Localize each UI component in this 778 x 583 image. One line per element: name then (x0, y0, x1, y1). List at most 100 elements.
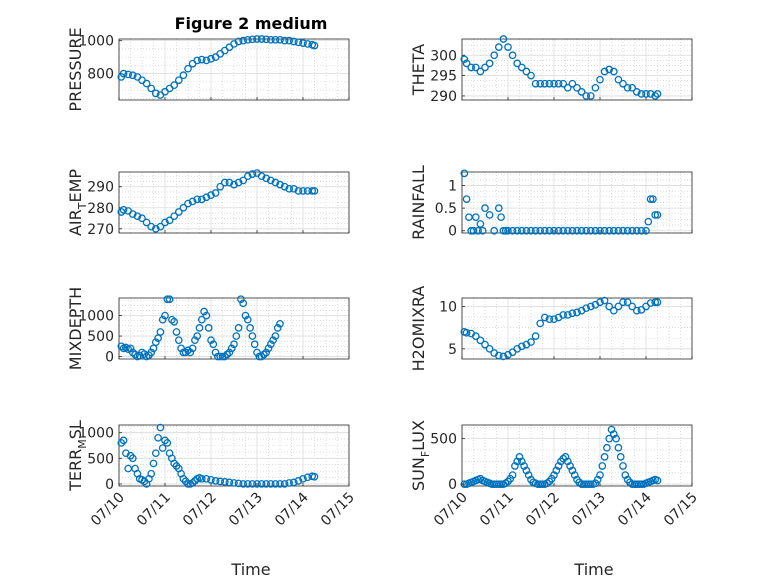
axes-h2omixra: 5 10 H2OMIXRA (409, 286, 693, 372)
data-point (294, 38, 303, 47)
data-point (513, 226, 522, 235)
axes-frame (461, 171, 693, 234)
axes-frame (461, 297, 693, 360)
data-point (490, 51, 499, 60)
y-tick-label: 0 (105, 477, 114, 493)
y-tick-label: 290 (430, 89, 457, 105)
data-point (170, 81, 179, 90)
data-point (531, 79, 540, 88)
data-point (257, 480, 266, 488)
data-point (596, 298, 604, 307)
data-point (474, 226, 482, 235)
data-point (605, 302, 614, 311)
data-point (273, 324, 282, 332)
data-point (527, 338, 535, 346)
data-point (154, 433, 162, 442)
data-point (230, 479, 238, 487)
data-point (471, 63, 480, 72)
data-point (299, 187, 307, 195)
data-point (285, 36, 294, 45)
data-point (612, 434, 620, 443)
data-point (179, 71, 188, 80)
data-point (216, 477, 225, 486)
data-point (600, 453, 609, 461)
data-point (227, 344, 236, 353)
data-point (536, 226, 545, 235)
data-point (460, 169, 469, 178)
data-point (497, 480, 505, 489)
data-point (527, 71, 535, 80)
data-point (138, 214, 146, 223)
data-point (545, 79, 554, 88)
data-point (573, 226, 581, 235)
axes-frame (118, 38, 350, 101)
data-point (614, 443, 623, 452)
axes-frame (118, 171, 350, 234)
y-tick-label: 0 (448, 224, 457, 240)
data-point (586, 226, 595, 235)
x-tick-label: 07/15 (661, 490, 701, 530)
data-point (271, 178, 280, 187)
x-axis-label-left: Time (230, 560, 270, 579)
data-point (485, 344, 494, 353)
data-point (545, 315, 554, 324)
data-point (559, 226, 568, 235)
x-tick-label: 07/12 (180, 490, 220, 530)
data-point (264, 344, 273, 353)
axes-frame (461, 424, 693, 487)
data-point (149, 459, 158, 468)
data-point (262, 480, 271, 488)
data-point (237, 295, 245, 304)
data-point (220, 478, 229, 486)
figure-title: Figure 2 medium (175, 14, 328, 33)
data-point (586, 92, 595, 100)
data-point (623, 226, 632, 235)
data-point (460, 55, 469, 64)
axes-sun-flux: 0 500 07/10 07/11 07/12 07/13 07/14 07/15 SUNFLU… (409, 420, 701, 529)
data-point (248, 35, 257, 44)
data-point (460, 480, 469, 489)
data-point (202, 474, 211, 483)
data-point (651, 298, 660, 307)
data-point (540, 226, 549, 235)
data-point (619, 226, 627, 235)
data-point (177, 344, 185, 353)
data-point (499, 35, 508, 43)
data-point (184, 64, 192, 73)
data-point (299, 39, 307, 47)
data-point (239, 299, 248, 308)
data-point (124, 70, 133, 79)
data-point (563, 226, 572, 235)
data-point (126, 344, 135, 353)
data-point (651, 211, 660, 219)
data-point (184, 346, 192, 355)
y-axis-label: H2OMIXRA (409, 286, 428, 372)
data-point (276, 480, 284, 488)
y-tick-label: 1 (448, 179, 457, 195)
data-point (497, 213, 505, 222)
data-point (232, 332, 241, 340)
data-point (158, 444, 167, 452)
data-point (225, 178, 234, 187)
data-point (246, 324, 254, 332)
y-axis-label: SUNFLUX (409, 420, 432, 491)
data-point (181, 348, 190, 357)
data-point (462, 328, 471, 337)
data-point (653, 476, 662, 485)
data-point (234, 324, 243, 332)
data-point (257, 35, 266, 43)
data-point (632, 226, 641, 235)
data-point (628, 83, 637, 92)
data-point (294, 477, 303, 485)
data-point (151, 449, 160, 458)
y-tick-label: 295 (430, 69, 457, 85)
data-point (540, 79, 549, 88)
data-point (119, 436, 128, 445)
data-point (248, 332, 257, 340)
data-point (161, 218, 169, 227)
data-point (216, 182, 225, 191)
data-point (628, 302, 637, 311)
data-point (133, 212, 142, 221)
data-point (609, 306, 618, 315)
data-point (568, 309, 577, 318)
